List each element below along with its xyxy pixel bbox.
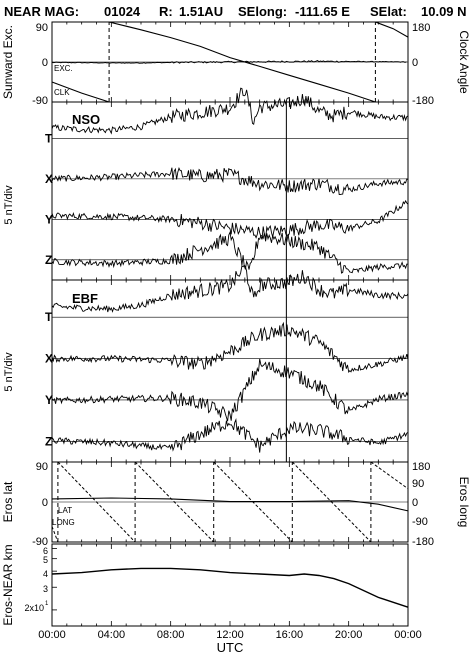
trace-label-t: T [45,131,53,145]
distance-ylabel: Eros-NEAR km [1,544,15,625]
distance-tick-label: 5 [43,555,48,565]
trace-label-x: X [45,352,53,366]
exc-ylabel: Sunward Exc. [1,25,15,99]
eros-long-ylabel: Eros long [457,477,471,528]
long-annotation: LONG [52,518,75,527]
clk-annotation: CLK [54,88,70,97]
clock-tick-label: -180 [412,95,434,107]
trace-line-z [51,418,409,453]
x-tick-label: 00:00 [394,629,422,641]
x-axis-label: UTC [217,640,244,655]
header-doy: 01024 [104,4,141,19]
ebf-ylabel: 5 nT/div [3,352,15,392]
eros-long-line [291,461,372,543]
panel-eros-near-distance: Eros-NEAR km 6 5 4 3 2x10 1 [1,543,409,627]
x-tick-label: 16:00 [276,629,304,641]
header-selong-label: SElong: [238,4,287,19]
header-selat-value: 10.09 N [421,4,467,19]
eros-long-tick-label: -180 [412,536,434,548]
distance-tick-label: 2x10 [24,603,44,613]
exc-clock-plot [51,21,409,103]
clock-ylabel: Clock Angle [457,30,471,94]
eros-lat-tick-label: -90 [32,536,48,548]
trace-label-t: T [45,310,53,324]
header-instrument: NEAR MAG: [4,4,79,19]
eros-lat-line [51,497,409,512]
lat-annotation: LAT [58,506,72,515]
distance-tick-label: 4 [43,569,48,579]
panel-eros-lat-long: Eros lat Eros long 90 0 -90 180 90 0 -90… [1,461,471,548]
eros-long-tick-label: 0 [412,497,418,509]
header-selat-label: SElat: [370,4,407,19]
x-tick-label: 12:00 [216,629,244,641]
exc-annotation: EXC. [54,64,73,73]
panel-ebf: EBF 5 nT/div T X Y Z [3,264,409,463]
trace-line-y [51,358,409,422]
trace-line-y [51,199,409,240]
trace-line-t [51,87,409,135]
header-r-value: 1.51AU [179,4,223,19]
nso-plot: T X Y Z [45,87,409,274]
x-tick-label: 00:00 [38,629,66,641]
panel-distance-frame [51,543,409,627]
distance-ticks: 6 5 4 3 2x10 1 [24,546,49,613]
exc-tick-label: 0 [42,57,48,69]
utc-time-axis: 00:00 04:00 08:00 12:00 16:00 20:00 00:00 [38,22,422,641]
distance-plot [51,548,409,611]
distance-tick-label: 3 [43,584,48,594]
nso-ylabel: 5 nT/div [3,185,15,225]
header-r-label: R: [159,4,173,19]
eros-long-tick-label: -90 [412,516,428,528]
clock-tick-label: 180 [412,22,430,34]
trace-label-y: Y [45,212,53,226]
exc-tick-label: 90 [36,22,48,34]
panel-exc-clock: Sunward Exc. Clock Angle 90 0 -90 180 0 … [1,21,471,107]
eros-lat-tick-label: 90 [36,461,48,473]
eros-lat-ticks: 90 0 -90 [32,461,48,548]
clock-angle-line [375,21,409,38]
clock-right-ticks: 180 0 -180 [412,22,434,107]
x-tick-label: 08:00 [157,629,185,641]
eros-long-tick-label: 90 [412,478,424,490]
trace-label-z: Z [45,253,52,267]
eros-lat-ylabel: Eros lat [1,481,15,522]
distance-tick-label: 6 [43,546,48,556]
clock-angle-line [108,21,376,103]
eros-long-tick-label: 180 [412,461,430,473]
clock-tick-label: 0 [412,57,418,69]
trace-label-y: Y [45,393,53,407]
clock-angle-line [51,81,110,103]
distance-line [51,567,409,608]
eros-long-line [57,461,136,543]
panel-nso: NSO 5 nT/div T X Y Z [3,87,409,281]
trace-label-z: Z [45,434,52,448]
panel-ebf-frame [51,279,409,463]
header-selong-value: -111.65 E [295,4,350,19]
header-line: NEAR MAG: 01024 R: 1.51AU SElong: -111.6… [4,4,467,19]
trace-line-x [51,166,409,196]
trace-line-t [51,264,409,313]
nso-title: NSO [72,112,100,127]
eros-long-line [370,461,409,490]
eros-long-line [51,526,59,543]
eros-long-line [213,461,293,543]
trace-line-x [51,321,409,373]
ebf-title: EBF [72,291,98,306]
trace-label-x: X [45,172,53,186]
x-tick-label: 20:00 [335,629,363,641]
exc-tick-label: -90 [32,95,48,107]
eros-lat-long-plot [51,461,409,543]
ebf-plot: T X Y Z [45,264,409,453]
eros-long-ticks: 180 90 0 -90 -180 [412,461,434,548]
exc-left-ticks: 90 0 -90 [32,22,48,107]
eros-lat-tick-label: 0 [42,497,48,509]
trace-line-z [51,230,409,274]
exc-series-line [51,60,407,64]
eros-long-line [134,461,215,543]
distance-tick-exponent: 1 [45,601,49,607]
x-tick-label: 04:00 [98,629,126,641]
